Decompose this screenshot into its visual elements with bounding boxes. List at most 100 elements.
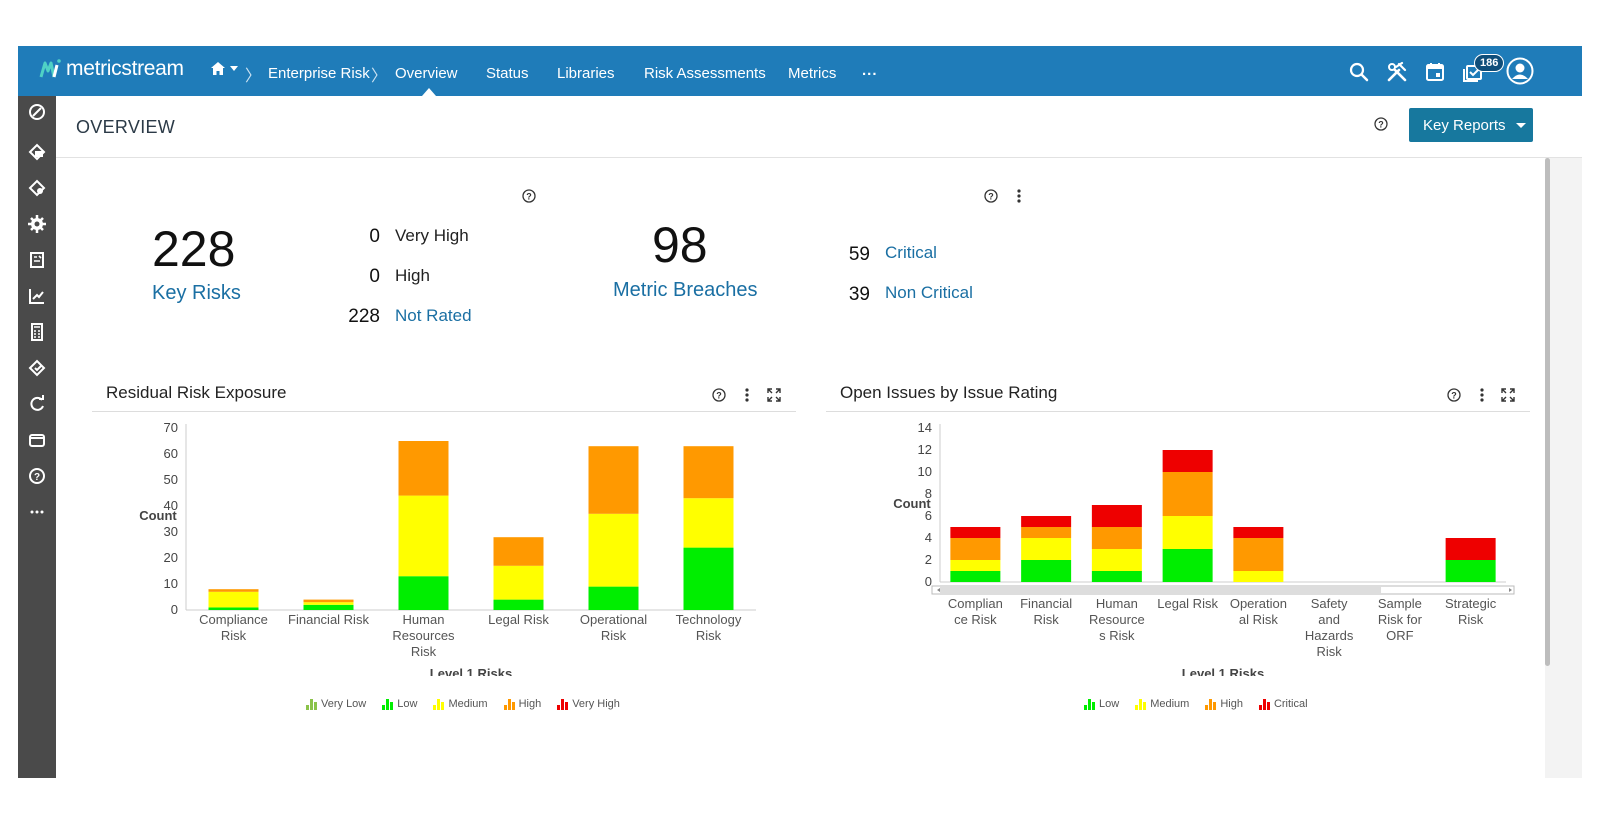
expand-icon[interactable]: [1501, 388, 1515, 402]
key-reports-button[interactable]: Key Reports: [1409, 108, 1533, 142]
x-tick-label: Sample: [1378, 596, 1422, 611]
calendar-icon[interactable]: [1423, 60, 1447, 84]
controls-icon[interactable]: [27, 178, 47, 198]
tools-icon[interactable]: [1385, 60, 1409, 84]
expand-icon[interactable]: [767, 388, 781, 402]
kebab-menu-icon[interactable]: [744, 387, 750, 403]
user-icon[interactable]: [1506, 57, 1534, 85]
x-tick-label: Human: [403, 612, 445, 627]
scrollbar-thumb[interactable]: [1545, 158, 1550, 666]
kebab-menu-icon[interactable]: [1479, 387, 1485, 403]
refresh-icon[interactable]: [27, 394, 47, 414]
y-tick-label: 6: [925, 508, 932, 523]
x-tick-label: s Risk: [1099, 628, 1135, 643]
chevron-down-icon: [230, 66, 238, 71]
home-menu[interactable]: [210, 61, 238, 76]
bar-segment: [683, 498, 734, 548]
x-tick-label: Safety: [1311, 596, 1348, 611]
legend-item[interactable]: Medium: [433, 698, 488, 710]
legend-item[interactable]: Low: [1084, 698, 1119, 710]
y-tick-label: 40: [164, 498, 178, 513]
help-icon[interactable]: ?: [1447, 388, 1461, 402]
legend-item[interactable]: Critical: [1258, 698, 1308, 710]
help-icon[interactable]: ?: [984, 189, 998, 203]
bar-chart-icon: [1205, 698, 1217, 710]
vertical-scrollbar[interactable]: [1545, 158, 1582, 778]
bar-chart-icon: [433, 698, 445, 710]
bar-segment: [208, 591, 259, 608]
nav-overview[interactable]: Overview: [395, 65, 458, 82]
non-critical-link[interactable]: Non Critical: [885, 283, 973, 302]
x-axis-label: Level 1 Risks: [430, 666, 512, 676]
residual-risk-legend: Very Low Low Medium High Very High: [306, 698, 620, 710]
nav-libraries[interactable]: Libraries: [557, 65, 615, 82]
chevron-down-icon: [1515, 122, 1526, 128]
bar-segment: [493, 537, 544, 566]
x-tick-label: and: [1318, 612, 1340, 627]
bar-chart-icon: [1084, 698, 1095, 710]
legend-item[interactable]: Medium: [1135, 698, 1189, 710]
nav-metrics[interactable]: Metrics: [788, 65, 837, 82]
x-axis-label: Level 1 Risks: [1182, 666, 1264, 676]
left-sidebar: ?: [18, 96, 56, 778]
settings-icon[interactable]: [27, 214, 47, 234]
legend-item[interactable]: Very High: [557, 698, 620, 710]
y-tick-label: 10: [164, 576, 178, 591]
bar-segment: [950, 538, 1001, 560]
bar-segment: [398, 441, 449, 496]
nav-status[interactable]: Status: [486, 65, 529, 82]
not-rated-link[interactable]: Not Rated: [395, 306, 472, 325]
bar-segment: [1233, 527, 1284, 538]
x-tick-label: Financial Risk: [288, 612, 369, 627]
svg-text:?: ?: [1451, 390, 1457, 400]
trend-icon[interactable]: [27, 286, 47, 306]
brand-logo[interactable]: metricstream: [38, 57, 184, 81]
risk-icon[interactable]: [27, 142, 47, 162]
policy-icon[interactable]: [27, 358, 47, 378]
legend-item[interactable]: Very Low: [306, 698, 366, 710]
bar-segment: [303, 602, 354, 605]
compass-icon[interactable]: [27, 102, 47, 122]
bar-segment: [1162, 549, 1213, 582]
bar-segment: [683, 547, 734, 610]
legend-label: Very High: [572, 698, 620, 710]
y-tick-label: 20: [164, 550, 178, 565]
page-title: OVERVIEW: [76, 117, 176, 137]
kebab-menu-icon[interactable]: [1016, 188, 1022, 204]
help-icon[interactable]: ?: [522, 189, 536, 203]
overview-content: ? ? 228 Key Risks 0 Very High 0 High 228…: [56, 158, 1545, 778]
wallet-icon[interactable]: [27, 430, 47, 450]
legend-item[interactable]: Low: [382, 698, 417, 710]
metric-breaches-link[interactable]: Metric Breaches: [613, 279, 758, 301]
bar-segment: [1162, 472, 1213, 516]
page-header: OVERVIEW ? Key Reports: [56, 96, 1582, 158]
x-tick-label: al Risk: [1239, 612, 1279, 627]
x-tick-label: Resource: [1089, 612, 1145, 627]
metricstream-logo-icon: [39, 59, 61, 78]
bar-chart-icon: [382, 698, 394, 710]
more-icon[interactable]: [27, 502, 47, 522]
high-count: 0: [369, 266, 380, 287]
key-risks-link[interactable]: Key Risks: [152, 282, 241, 304]
nav-more[interactable]: ...: [862, 62, 878, 79]
legend-item[interactable]: High: [1205, 698, 1243, 710]
svg-text:?: ?: [1378, 119, 1384, 129]
x-tick-label: Complian: [948, 596, 1003, 611]
help-icon[interactable]: ?: [27, 466, 47, 486]
help-icon[interactable]: ?: [1374, 117, 1388, 131]
calculator-icon[interactable]: [27, 322, 47, 342]
nav-risk-assessments[interactable]: Risk Assessments: [644, 65, 766, 82]
x-tick-label: Human: [1096, 596, 1138, 611]
scroll-right-icon: [1509, 588, 1512, 592]
bar-chart-icon: [1258, 698, 1270, 710]
critical-link[interactable]: Critical: [885, 243, 937, 262]
legend-label: Low: [1099, 698, 1120, 710]
open-issues-card-title: Open Issues by Issue Rating: [840, 383, 1058, 402]
legend-label: High: [518, 698, 542, 710]
bar-segment: [588, 513, 639, 587]
search-icon[interactable]: [1347, 60, 1371, 84]
breadcrumb-enterprise-risk[interactable]: Enterprise Risk: [268, 65, 370, 82]
legend-item[interactable]: High: [503, 698, 542, 710]
report-icon[interactable]: [27, 250, 47, 270]
help-icon[interactable]: ?: [712, 388, 726, 402]
